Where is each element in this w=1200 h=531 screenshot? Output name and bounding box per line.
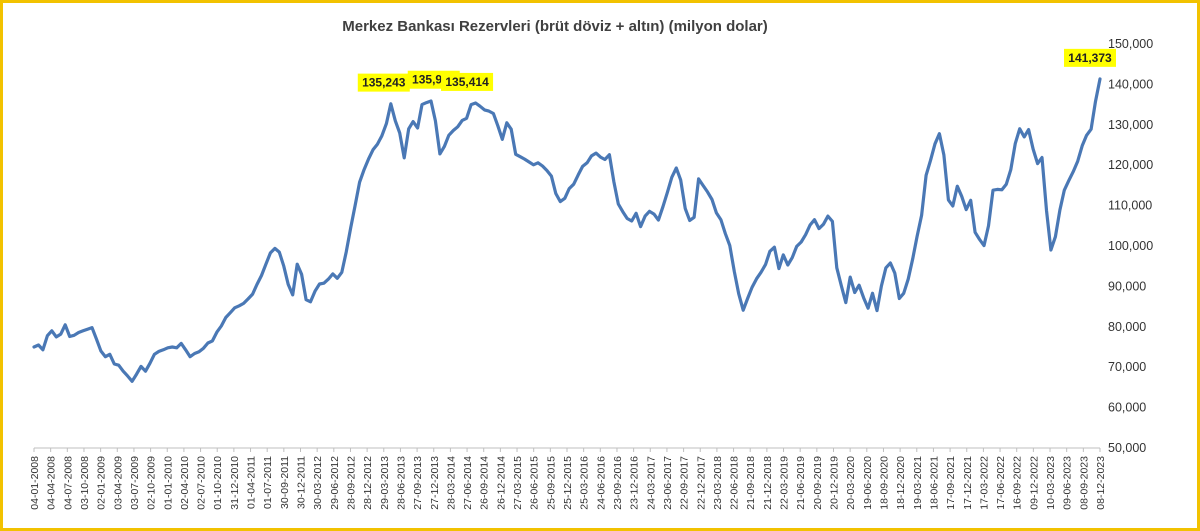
x-tick-label: 17-03-2022: [978, 456, 990, 510]
x-tick-label: 01-01-2010: [162, 456, 174, 510]
x-tick-label: 17-06-2022: [995, 456, 1007, 510]
x-tick-label: 22-09-2017: [679, 456, 691, 510]
x-tick-label: 25-03-2016: [579, 456, 591, 510]
x-tick-label: 28-12-2012: [362, 456, 374, 510]
x-tick-label: 28-09-2012: [345, 456, 357, 510]
x-tick-label: 30-03-2012: [312, 456, 324, 510]
x-tick-label: 23-12-2016: [629, 456, 641, 510]
callout-label: 135,243: [357, 73, 410, 92]
x-tick-label: 02-04-2010: [179, 456, 191, 510]
callout-box: [1064, 48, 1116, 67]
series-line: [32, 77, 1102, 383]
callout-box: [357, 73, 410, 92]
x-tick-label: 04-04-2008: [46, 456, 58, 510]
x-tick-label: 01-10-2010: [212, 456, 224, 510]
y-tick-label: 120,000: [1108, 158, 1153, 172]
x-tick-label: 03-04-2009: [112, 456, 124, 510]
callout-label: 141,373: [1064, 48, 1116, 67]
x-tick-label: 27-03-2015: [512, 456, 524, 510]
y-tick-label: 110,000: [1108, 199, 1152, 213]
x-tick-label: 03-07-2009: [129, 456, 141, 510]
x-tick-label: 04-01-2008: [29, 456, 41, 510]
x-tick-label: 20-09-2019: [812, 456, 824, 510]
x-tick-label: 29-03-2013: [379, 456, 391, 510]
x-tick-label: 22-03-2019: [779, 456, 791, 510]
x-tick-label: 17-09-2021: [945, 456, 957, 510]
x-tick-label: 18-06-2021: [928, 456, 940, 510]
y-axis: 50,000 60,000 70,000 80,000 90,000 100,000 110…: [1108, 37, 1153, 455]
x-tick-label: 25-09-2015: [545, 456, 557, 510]
x-tick-label: 01-04-2011: [246, 456, 258, 509]
y-tick-label: 150,000: [1108, 37, 1153, 51]
x-tick-label: 23-06-2017: [662, 456, 674, 510]
x-tick-label: 20-03-2020: [845, 456, 857, 510]
x-tick-label: 01-07-2011: [262, 456, 274, 509]
x-tick-label: 02-10-2009: [146, 456, 158, 510]
x-tick-label: 29-06-2012: [329, 456, 341, 510]
x-tick-label: 02-07-2010: [196, 456, 208, 510]
callout-text: 135,243: [362, 76, 406, 90]
x-tick-label: 18-12-2020: [895, 456, 907, 510]
y-tick-label: 140,000: [1108, 77, 1153, 91]
x-tick-label: 26-06-2015: [529, 456, 541, 510]
x-tick-label: 27-12-2013: [429, 456, 441, 510]
y-tick-label: 130,000: [1108, 118, 1153, 132]
x-tick-label: 30-09-2011: [279, 456, 291, 509]
y-tick-label: 80,000: [1108, 320, 1146, 334]
x-tick-label: 21-09-2018: [745, 456, 757, 510]
x-tick-label: 23-03-2018: [712, 456, 724, 510]
x-tick-label: 19-06-2020: [862, 456, 874, 510]
x-tick-label: 16-09-2022: [1012, 456, 1024, 510]
x-tick-label: 21-06-2019: [795, 456, 807, 510]
x-tick-label: 02-01-2009: [96, 456, 108, 510]
chart-title: Merkez Bankası Rezervleri (brüt döviz + …: [342, 18, 768, 35]
x-tick-label: 09-06-2023: [1062, 456, 1074, 510]
x-axis: 04-01-2008 04-04-2008 04-07-2008 03-10-2008…: [29, 447, 1107, 510]
x-tick-label: 25-12-2015: [562, 456, 574, 510]
x-tick-label: 09-12-2022: [1028, 456, 1040, 510]
x-tick-label: 28-06-2013: [395, 456, 407, 510]
callout-label: 135,414: [441, 72, 494, 91]
x-tick-label: 18-09-2020: [878, 456, 890, 510]
y-tick-label: 90,000: [1108, 279, 1146, 293]
x-tick-label: 27-06-2014: [462, 456, 474, 510]
x-tick-label: 24-03-2017: [645, 456, 657, 510]
x-tick-label: 30-12-2011: [296, 456, 308, 509]
callout-text: 141,373: [1068, 51, 1112, 65]
x-tick-label: 04-07-2008: [62, 456, 74, 510]
y-tick-label: 60,000: [1108, 401, 1146, 415]
x-tick-label: 22-06-2018: [729, 456, 741, 510]
x-tick-label: 03-10-2008: [79, 456, 91, 510]
y-tick-label: 50,000: [1108, 441, 1146, 455]
x-tick-label: 10-03-2023: [1045, 456, 1057, 510]
x-tick-label: 22-12-2017: [695, 456, 707, 510]
callout-box: [441, 72, 494, 91]
x-tick-label: 24-06-2016: [595, 456, 607, 510]
x-tick-label: 08-12-2023: [1095, 456, 1107, 510]
x-tick-label: 08-09-2023: [1078, 456, 1090, 510]
x-tick-label: 27-09-2013: [412, 456, 424, 510]
x-tick-label: 26-12-2014: [495, 456, 507, 510]
x-tick-label: 23-09-2016: [612, 456, 624, 510]
callout-text: 135,414: [445, 75, 489, 89]
y-tick-label: 70,000: [1108, 360, 1146, 374]
x-tick-label: 28-03-2014: [445, 456, 457, 510]
x-tick-label: 31-12-2010: [229, 456, 241, 510]
x-tick-label: 21-12-2018: [762, 456, 774, 510]
x-tick-label: 17-12-2021: [962, 456, 974, 510]
x-tick-label: 20-12-2019: [829, 456, 841, 510]
x-tick-label: 19-03-2021: [912, 456, 924, 510]
x-tick-label: 26-09-2014: [479, 456, 491, 510]
y-tick-label: 100,000: [1108, 239, 1153, 253]
